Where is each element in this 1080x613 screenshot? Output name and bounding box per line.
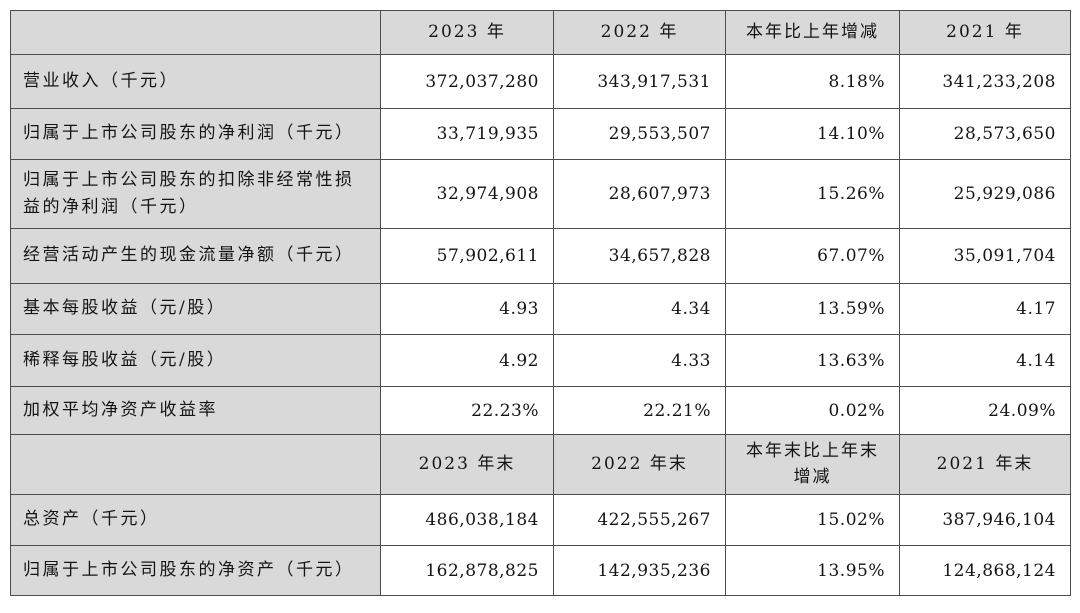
value-2023: 4.92	[380, 334, 554, 387]
value-2022: 28,607,973	[553, 159, 726, 229]
row-label: 稀释每股收益（元/股）	[10, 334, 381, 387]
value-2023: 57,902,611	[380, 228, 554, 284]
row-label: 经营活动产生的现金流量净额（千元）	[10, 228, 381, 284]
value-2023: 33,719,935	[380, 108, 554, 160]
value-change: 67.07%	[725, 228, 900, 284]
value-2023: 32,974,908	[380, 159, 554, 229]
value-2022: 29,553,507	[553, 108, 726, 160]
value-2021: 4.14	[899, 334, 1071, 387]
value-2022: 34,657,828	[553, 228, 726, 284]
value-change: 13.63%	[725, 334, 900, 387]
row-label: 营业收入（千元）	[10, 54, 381, 109]
value-2021: 35,091,704	[899, 228, 1071, 284]
eoy-change-label: 本年末比上年末增减	[746, 441, 879, 487]
table-row-net-assets: 归属于上市公司股东的净资产（千元） 162,878,825 142,935,23…	[10, 545, 1071, 596]
value-2022: 22.21%	[553, 386, 726, 435]
table-row-weighted-avg-roe: 加权平均净资产收益率 22.23% 22.21% 0.02% 24.09%	[10, 386, 1071, 435]
value-2021: 124,868,124	[899, 545, 1071, 596]
column-header-2022-eoy: 2022 年末	[553, 434, 726, 495]
table-row-total-assets: 总资产（千元） 486,038,184 422,555,267 15.02% 3…	[10, 494, 1071, 546]
value-change: 14.10%	[725, 108, 900, 160]
column-header-2021-eoy: 2021 年末	[899, 434, 1071, 495]
row-label: 总资产（千元）	[10, 494, 381, 546]
corner-cell	[10, 10, 381, 55]
value-2021: 28,573,650	[899, 108, 1071, 160]
annual-header-row: 2023 年 2022 年 本年比上年增减 2021 年	[10, 10, 1071, 55]
value-change: 0.02%	[725, 386, 900, 435]
column-header-2021: 2021 年	[899, 10, 1071, 55]
column-header-2022: 2022 年	[553, 10, 726, 55]
value-2023: 372,037,280	[380, 54, 554, 109]
table-row-operating-cash-flow: 经营活动产生的现金流量净额（千元） 57,902,611 34,657,828 …	[10, 228, 1071, 284]
value-2022: 4.33	[553, 334, 726, 387]
value-change: 13.95%	[725, 545, 900, 596]
value-2021: 341,233,208	[899, 54, 1071, 109]
row-label: 归属于上市公司股东的净利润（千元）	[10, 108, 381, 160]
table-row-basic-eps: 基本每股收益（元/股） 4.93 4.34 13.59% 4.17	[10, 283, 1071, 335]
value-change: 13.59%	[725, 283, 900, 335]
table-row-diluted-eps: 稀释每股收益（元/股） 4.92 4.33 13.63% 4.14	[10, 334, 1071, 387]
value-2021: 387,946,104	[899, 494, 1071, 546]
value-2022: 343,917,531	[553, 54, 726, 109]
row-label: 基本每股收益（元/股）	[10, 283, 381, 335]
column-header-2023: 2023 年	[380, 10, 554, 55]
value-2021: 4.17	[899, 283, 1071, 335]
value-2021: 24.09%	[899, 386, 1071, 435]
value-2023: 162,878,825	[380, 545, 554, 596]
value-2023: 22.23%	[380, 386, 554, 435]
column-header-eoy-change: 本年末比上年末增减	[725, 434, 900, 495]
value-2022: 422,555,267	[553, 494, 726, 546]
value-change: 15.02%	[725, 494, 900, 546]
value-2023: 486,038,184	[380, 494, 554, 546]
value-change: 15.26%	[725, 159, 900, 229]
table-row-net-profit: 归属于上市公司股东的净利润（千元） 33,719,935 29,553,507 …	[10, 108, 1071, 160]
table-row-net-profit-excl-nonrecurring: 归属于上市公司股东的扣除非经常性损益的净利润（千元） 32,974,908 28…	[10, 159, 1071, 229]
eoy-header-row: 2023 年末 2022 年末 本年末比上年末增减 2021 年末	[10, 434, 1071, 495]
financial-summary-table: 2023 年 2022 年 本年比上年增减 2021 年 营业收入（千元） 37…	[10, 10, 1071, 596]
row-label: 归属于上市公司股东的扣除非经常性损益的净利润（千元）	[10, 159, 381, 229]
row-label: 归属于上市公司股东的净资产（千元）	[10, 545, 381, 596]
value-2021: 25,929,086	[899, 159, 1071, 229]
row-label: 加权平均净资产收益率	[10, 386, 381, 435]
column-header-2023-eoy: 2023 年末	[380, 434, 554, 495]
column-header-yoy-change: 本年比上年增减	[725, 10, 900, 55]
table-row-revenue: 营业收入（千元） 372,037,280 343,917,531 8.18% 3…	[10, 54, 1071, 109]
value-2023: 4.93	[380, 283, 554, 335]
value-2022: 4.34	[553, 283, 726, 335]
value-2022: 142,935,236	[553, 545, 726, 596]
value-change: 8.18%	[725, 54, 900, 109]
corner-cell	[10, 434, 381, 495]
